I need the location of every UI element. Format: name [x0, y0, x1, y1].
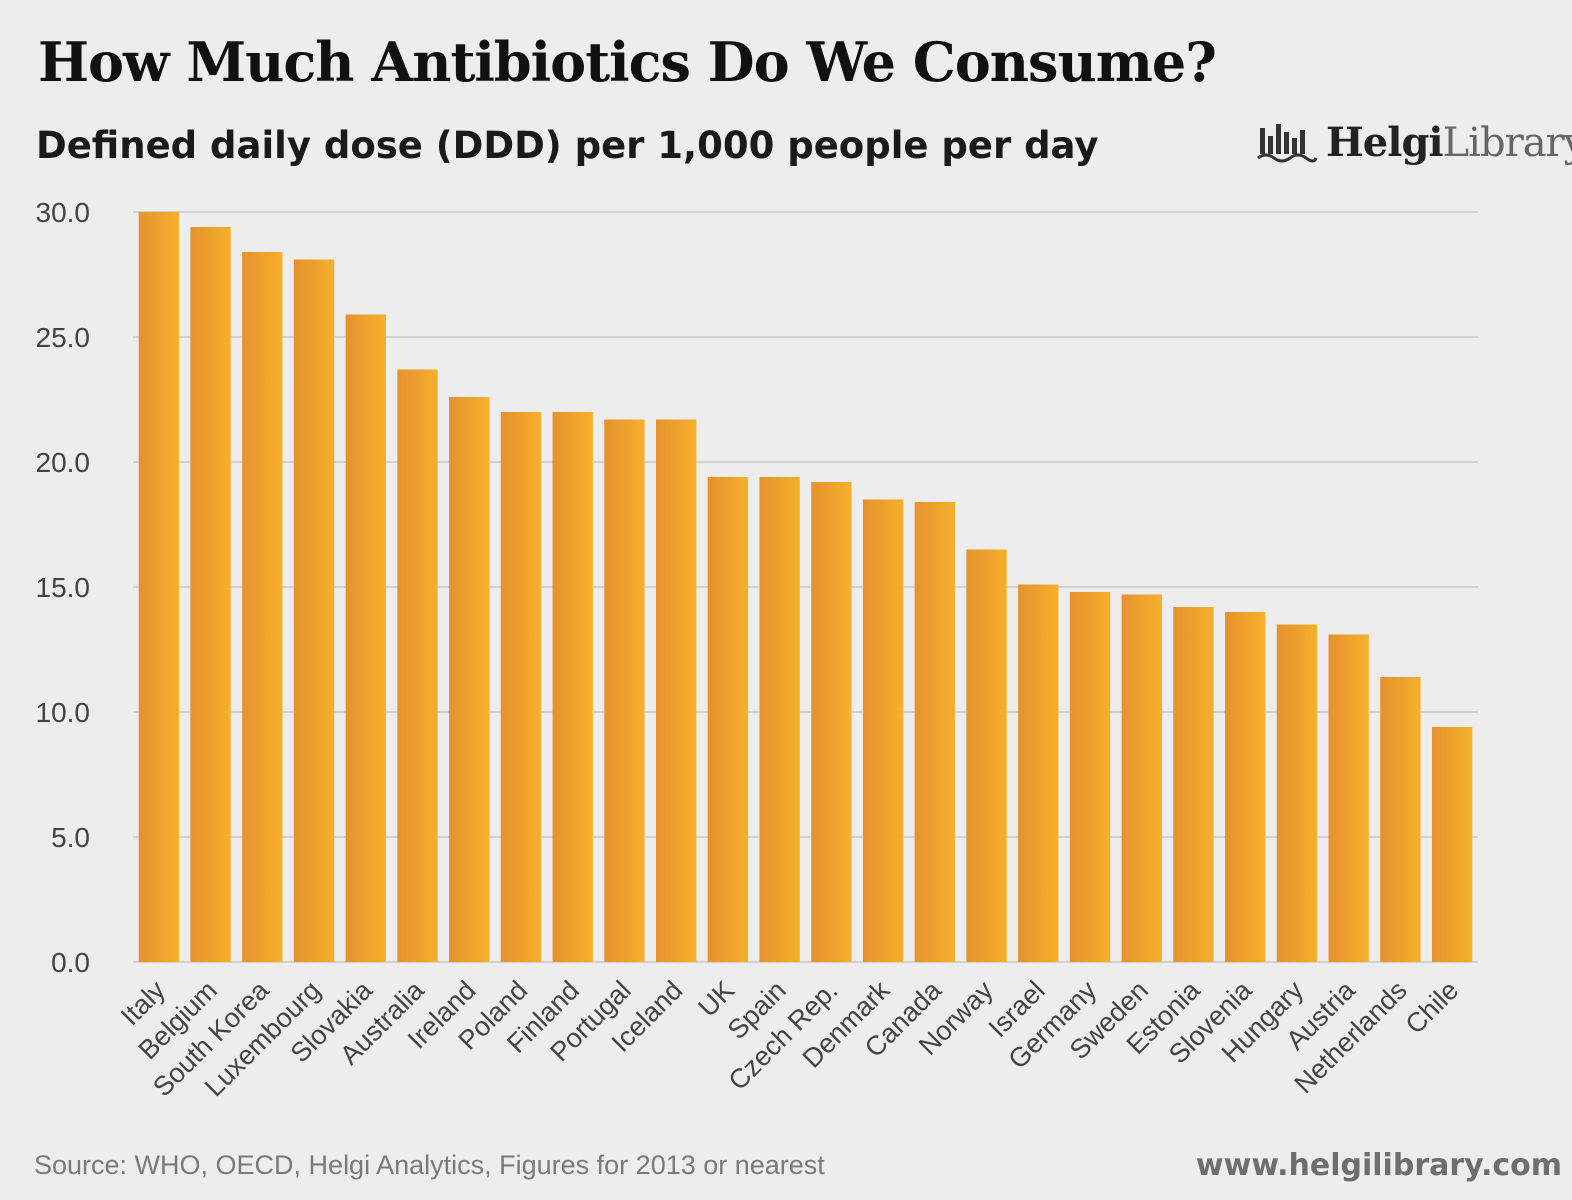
chart-title: How Much Antibiotics Do We Consume? — [38, 30, 1217, 94]
bar-spain — [759, 477, 800, 962]
y-tick-label: 5.0 — [51, 822, 90, 853]
gridlines — [133, 211, 1478, 963]
y-tick-label: 20.0 — [36, 447, 91, 478]
bar-portugal — [604, 419, 645, 962]
y-tick-label: 25.0 — [36, 322, 91, 353]
bar-poland — [500, 412, 542, 962]
bar-iceland — [655, 419, 697, 962]
bar-slovakia — [345, 314, 386, 962]
bar-finland — [552, 412, 593, 962]
bar-chart-logo-icon — [1257, 124, 1318, 163]
website-link[interactable]: www.helgilibrary.com — [1195, 1148, 1562, 1183]
bar-south-korea — [242, 252, 283, 962]
bar-norway — [966, 549, 1007, 962]
bar-belgium — [190, 227, 231, 962]
bar-netherlands — [1380, 677, 1421, 962]
bar-denmark — [862, 499, 904, 962]
y-tick-label: 10.0 — [36, 697, 91, 728]
y-tick-label: 30.0 — [36, 197, 91, 228]
bar-slovenia — [1225, 612, 1266, 962]
bar-czech-rep- — [811, 482, 852, 962]
x-tick-label: Chile — [1400, 975, 1465, 1040]
helgi-library-logo[interactable]: HelgiLibrary. — [1256, 118, 1572, 166]
y-tick-label: 0.0 — [51, 947, 90, 978]
logo-text-light: Library. — [1442, 119, 1572, 166]
bar-germany — [1069, 592, 1111, 962]
y-tick-label: 15.0 — [36, 572, 91, 603]
bar-austria — [1328, 634, 1369, 962]
bar-luxembourg — [293, 259, 335, 962]
source-note: Source: WHO, OECD, Helgi Analytics, Figu… — [34, 1150, 825, 1180]
logo-text: HelgiLibrary. — [1326, 119, 1572, 166]
bar-italy — [138, 212, 180, 962]
bar-hungary — [1276, 624, 1318, 962]
bar-estonia — [1173, 607, 1214, 962]
logo-text-bold: Helgi — [1326, 118, 1444, 166]
y-axis: 0.0 5.0 10.0 15.0 20.0 25.0 30.0 — [36, 197, 91, 978]
bar-israel — [1018, 584, 1059, 962]
bar-canada — [914, 502, 956, 962]
bars — [138, 212, 1473, 962]
bar-uk — [707, 477, 749, 962]
bar-ireland — [449, 397, 490, 962]
bar-sweden — [1121, 594, 1162, 962]
chart-subtitle: Defined daily dose (DDD) per 1,000 peopl… — [36, 124, 1099, 167]
bar-australia — [397, 369, 438, 962]
bar-chile — [1431, 727, 1473, 962]
